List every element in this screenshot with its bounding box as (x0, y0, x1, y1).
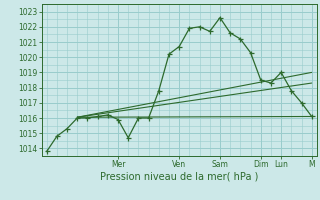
X-axis label: Pression niveau de la mer( hPa ): Pression niveau de la mer( hPa ) (100, 172, 258, 182)
